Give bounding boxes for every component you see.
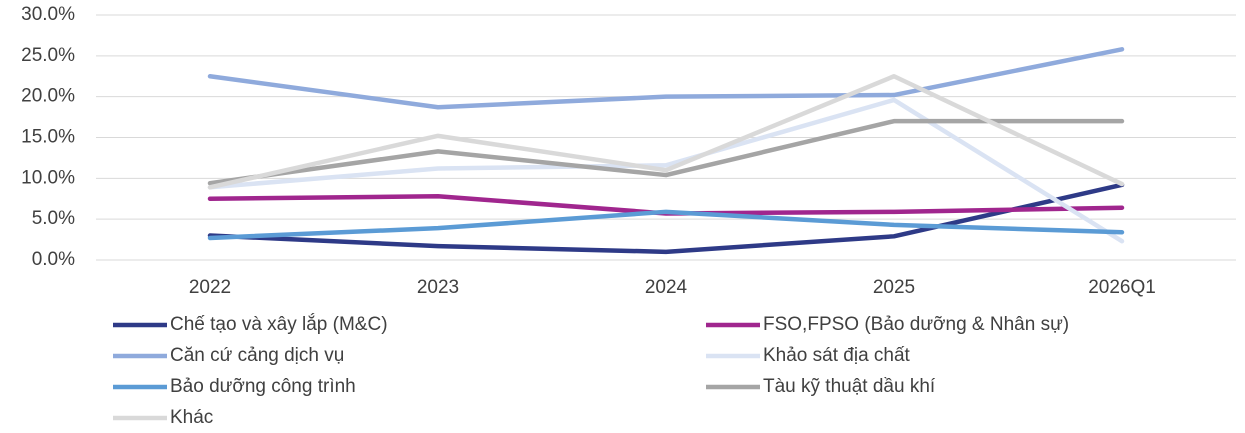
series-line: [207, 118, 1125, 186]
y-tick-label: 10.0%: [21, 167, 75, 188]
x-tick-label: 2026Q1: [1088, 277, 1156, 298]
legend-label: Khác: [170, 407, 213, 428]
legend-label: FSO,FPSO (Bảo dưỡng & Nhân sự): [763, 314, 1069, 335]
legend-label: Bảo dưỡng công trình: [170, 376, 356, 397]
y-tick-label: 30.0%: [21, 4, 75, 25]
x-tick-label: 2023: [417, 277, 459, 298]
y-tick-label: 5.0%: [32, 208, 75, 229]
y-tick-label: 25.0%: [21, 45, 75, 66]
legend-label: Tàu kỹ thuật dầu khí: [763, 376, 936, 397]
series-line: [207, 182, 1125, 255]
series-line: [207, 97, 1125, 244]
series-line: [207, 209, 1125, 241]
y-tick-label: 20.0%: [21, 86, 75, 107]
series-line: [207, 47, 1125, 110]
y-tick-label: 15.0%: [21, 127, 75, 148]
x-tick-label: 2022: [189, 277, 231, 298]
legend-label: Khảo sát địa chất: [763, 345, 911, 366]
legend-label: Chế tạo và xây lắp (M&C): [170, 313, 388, 335]
x-tick-label: 2024: [645, 277, 688, 298]
x-tick-label: 2025: [873, 277, 915, 298]
series-line: [207, 74, 1125, 190]
legend-label: Căn cứ cảng dịch vụ: [170, 345, 344, 366]
y-tick-label: 0.0%: [32, 249, 75, 270]
